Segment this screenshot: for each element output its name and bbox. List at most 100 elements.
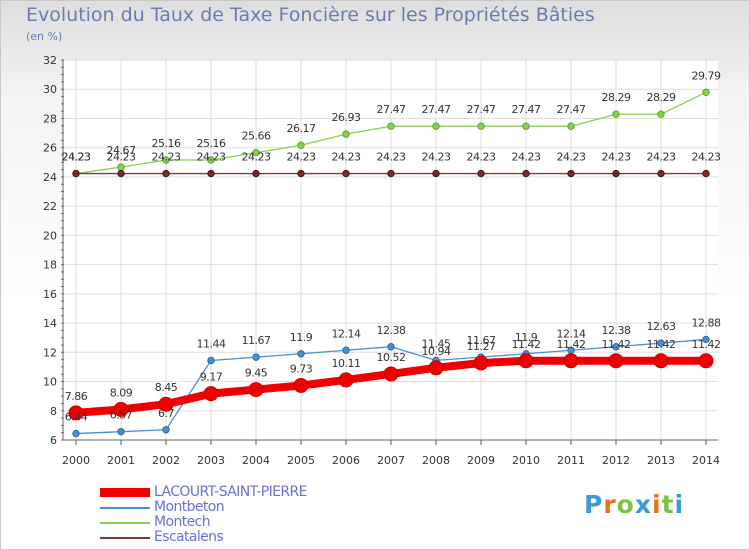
data-label: 12.88	[692, 316, 721, 329]
data-point-3	[387, 122, 395, 130]
data-point-1	[608, 353, 624, 369]
x-tick-label: 2013	[647, 454, 675, 467]
legend-item: Escatalens	[100, 529, 400, 545]
data-point-3	[567, 122, 575, 130]
data-point-2	[387, 343, 395, 351]
y-tick-label: 12	[43, 346, 57, 359]
data-point-3	[342, 130, 350, 138]
data-label: 24.23	[602, 151, 631, 164]
data-point-4	[477, 169, 485, 178]
data-label: 10.94	[422, 345, 451, 358]
data-label: 9.17	[200, 371, 223, 384]
legend-swatch	[100, 507, 150, 509]
chart-title: Evolution du Taux de Taxe Foncière sur l…	[26, 4, 595, 26]
data-label: 29.79	[692, 69, 721, 82]
logo-letter: t	[661, 490, 675, 519]
data-label: 11.42	[692, 338, 721, 351]
data-point-3	[162, 156, 170, 164]
data-point-3	[432, 122, 440, 130]
data-point-3	[477, 122, 485, 130]
data-point-4	[657, 169, 665, 178]
data-label: 24.23	[242, 151, 271, 164]
legend-label: Montbeton	[154, 499, 225, 515]
data-label: 28.29	[647, 91, 676, 104]
y-tick-label: 14	[43, 317, 57, 330]
data-point-1	[248, 382, 264, 398]
data-label: 27.47	[512, 103, 541, 116]
logo-letter: x	[634, 490, 652, 519]
data-label: 11.42	[647, 338, 676, 351]
data-label: 6.57	[110, 409, 133, 422]
data-label: 26.93	[332, 111, 361, 124]
data-label: 12.38	[602, 324, 631, 337]
data-label: 24.23	[332, 151, 361, 164]
y-tick-label: 20	[43, 229, 57, 242]
legend-swatch	[100, 522, 150, 524]
data-point-2	[117, 427, 125, 436]
data-label: 8.09	[110, 386, 133, 399]
data-label: 11.9	[290, 331, 313, 344]
legend-item: Montech	[100, 514, 400, 530]
x-tick-label: 2010	[512, 454, 540, 467]
logo-letter: i	[652, 490, 662, 519]
data-point-2	[297, 350, 305, 358]
data-label: 12.38	[377, 324, 406, 337]
y-tick-label: 28	[43, 112, 57, 125]
data-point-4	[342, 169, 350, 178]
data-label: 25.66	[242, 130, 271, 143]
y-tick-label: 22	[43, 200, 57, 213]
data-point-1	[653, 353, 669, 369]
data-label: 11.42	[602, 338, 631, 351]
data-label: 12.63	[647, 320, 676, 333]
x-tick-label: 2008	[422, 454, 450, 467]
proxiti-logo: Proxiti	[584, 490, 684, 519]
data-point-3	[252, 148, 260, 157]
data-point-4	[522, 169, 530, 178]
data-label: 24.23	[62, 151, 91, 164]
logo-letter: o	[616, 490, 635, 519]
data-point-4	[72, 169, 80, 178]
data-label: 27.47	[422, 103, 451, 116]
logo-letter: i	[674, 490, 685, 519]
data-label: 11.67	[467, 334, 496, 347]
data-label: 24.23	[647, 151, 676, 164]
data-point-3	[657, 110, 665, 118]
y-tick-label: 6	[50, 434, 57, 447]
legend-item: LACOURT-SAINT-PIERRE	[100, 484, 400, 500]
data-label: 11.27	[467, 340, 496, 353]
data-point-2	[342, 346, 350, 354]
data-label: 24.23	[512, 151, 541, 164]
data-label: 24.23	[557, 151, 586, 164]
data-label: 27.47	[557, 103, 586, 116]
y-axis-unit: (en %)	[26, 30, 63, 43]
y-tick-label: 26	[43, 142, 57, 155]
x-tick-label: 2014	[692, 454, 720, 467]
x-tick-label: 2004	[242, 454, 270, 467]
y-tick-label: 32	[43, 54, 57, 67]
legend-swatch	[100, 537, 150, 539]
data-label: 24.23	[467, 151, 496, 164]
data-point-1	[698, 353, 714, 369]
data-label: 27.47	[467, 103, 496, 116]
data-label: 28.29	[602, 91, 631, 104]
y-tick-label: 10	[43, 376, 57, 389]
legend-item: Montbeton	[100, 499, 400, 515]
data-label: 24.23	[422, 151, 451, 164]
data-point-1	[518, 353, 534, 369]
data-point-1	[338, 372, 354, 388]
data-point-3	[522, 122, 530, 130]
data-point-2	[657, 339, 665, 347]
data-point-1	[113, 401, 129, 417]
data-point-4	[567, 169, 575, 178]
y-tick-label: 30	[43, 83, 57, 96]
y-tick-label: 16	[43, 288, 57, 301]
data-point-4	[612, 169, 620, 178]
data-label: 24.23	[377, 151, 406, 164]
data-point-3	[207, 156, 215, 164]
data-point-1	[563, 353, 579, 369]
x-tick-label: 2009	[467, 454, 495, 467]
data-label: 6.44	[65, 411, 88, 424]
data-point-1	[158, 396, 174, 412]
x-tick-label: 2005	[287, 454, 315, 467]
